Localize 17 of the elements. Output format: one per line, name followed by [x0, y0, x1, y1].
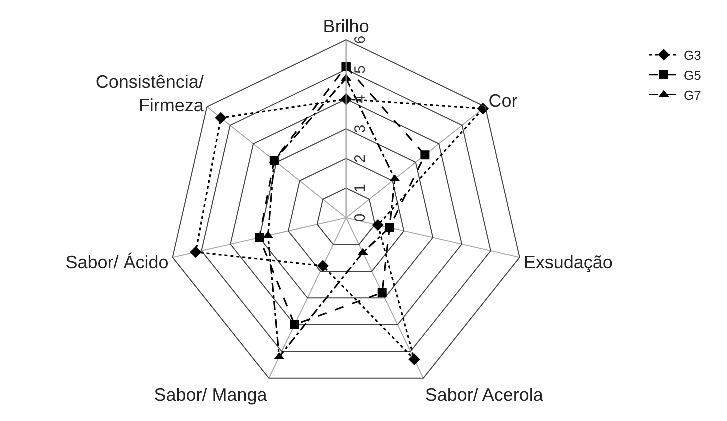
- spoke-label: Sabor/ Acerola: [425, 385, 544, 406]
- legend-label: G7: [684, 88, 702, 103]
- y-tick-label: 5: [352, 66, 369, 74]
- spoke-label: Sabor/ Ácido: [66, 252, 169, 273]
- y-tick-label: 6: [352, 36, 369, 44]
- spoke-label: Brilho: [323, 16, 370, 36]
- y-tick-label: 1: [352, 184, 369, 192]
- spoke-label: Consistência/ Firmeza: [96, 72, 205, 116]
- legend-label: G3: [684, 48, 702, 64]
- spoke-label: Sabor/ Manga: [154, 385, 268, 406]
- y-tick-label: 4: [352, 95, 369, 104]
- y-tick-label: 2: [352, 154, 369, 163]
- spoke-label: Exsudação: [524, 252, 613, 273]
- legend-label: G5: [684, 68, 702, 83]
- y-tick-label: 0: [352, 214, 369, 222]
- spoke-label: Cor: [488, 91, 518, 112]
- y-tick-label: 3: [352, 124, 369, 134]
